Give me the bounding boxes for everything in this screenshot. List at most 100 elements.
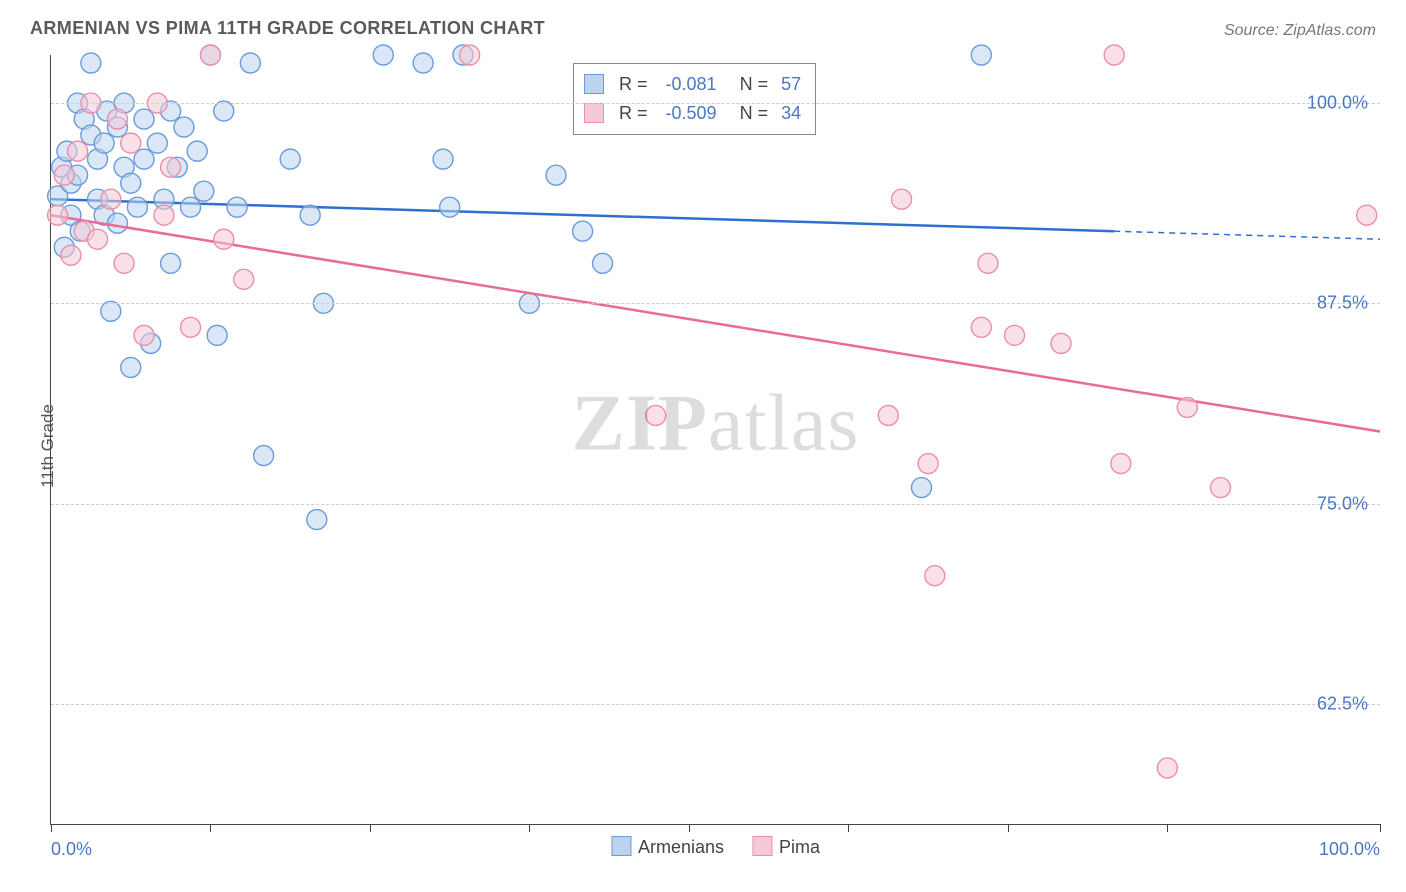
regression-line-dashed-armenians [1114,231,1380,239]
gridline [51,103,1380,104]
scatter-point-armenians [94,133,114,153]
chart-svg [51,55,1380,824]
scatter-point-pima [134,325,154,345]
y-tick-label: 100.0% [1307,93,1368,114]
x-tick [1008,824,1009,832]
scatter-point-pima [1211,478,1231,498]
scatter-point-armenians [300,205,320,225]
chart-plot-area: ZIPatlas R = -0.081 N = 57R = -0.509 N =… [50,55,1380,825]
correlation-row: R = -0.081 N = 57 [584,70,801,99]
scatter-point-armenians [911,478,931,498]
scatter-point-armenians [134,109,154,129]
n-value: 57 [781,70,801,99]
scatter-point-pima [88,229,108,249]
scatter-point-armenians [307,510,327,530]
y-tick-label: 62.5% [1317,693,1368,714]
x-tick [1380,824,1381,832]
scatter-point-armenians [413,53,433,73]
scatter-point-pima [234,269,254,289]
scatter-point-pima [1104,45,1124,65]
scatter-point-armenians [433,149,453,169]
scatter-point-armenians [107,213,127,233]
y-tick-label: 87.5% [1317,293,1368,314]
r-value: -0.081 [666,70,717,99]
legend-swatch [584,74,604,94]
gridline [51,704,1380,705]
scatter-point-armenians [134,149,154,169]
scatter-point-armenians [121,357,141,377]
scatter-point-pima [971,317,991,337]
scatter-point-pima [181,317,201,337]
scatter-point-armenians [440,197,460,217]
legend-swatch [584,103,604,123]
n-label: N = [725,70,774,99]
x-tick [689,824,690,832]
scatter-point-pima [1051,333,1071,353]
scatter-point-pima [1357,205,1377,225]
scatter-point-pima [1157,758,1177,778]
scatter-point-armenians [254,446,274,466]
scatter-point-pima [1177,397,1197,417]
legend-swatch [752,836,772,856]
x-tick [51,824,52,832]
x-tick [370,824,371,832]
scatter-point-armenians [240,53,260,73]
scatter-point-pima [107,109,127,129]
scatter-point-pima [646,405,666,425]
scatter-point-pima [101,189,121,209]
scatter-point-pima [114,253,134,273]
legend-label: Pima [779,837,820,857]
scatter-point-armenians [214,101,234,121]
legend-swatch [611,836,631,856]
x-tick [210,824,211,832]
scatter-point-armenians [101,301,121,321]
scatter-point-armenians [181,197,201,217]
scatter-point-armenians [121,173,141,193]
scatter-point-armenians [174,117,194,137]
scatter-point-pima [68,141,88,161]
scatter-point-pima [460,45,480,65]
regression-line-pima [51,215,1380,431]
gridline [51,303,1380,304]
x-tick [1167,824,1168,832]
scatter-point-armenians [227,197,247,217]
y-tick-label: 75.0% [1317,493,1368,514]
scatter-point-armenians [187,141,207,161]
scatter-point-armenians [127,197,147,217]
scatter-point-armenians [147,133,167,153]
scatter-point-armenians [280,149,300,169]
scatter-point-armenians [573,221,593,241]
legend-label: Armenians [638,837,724,857]
scatter-point-pima [978,253,998,273]
scatter-point-armenians [207,325,227,345]
legend-item: Armenians [611,836,724,858]
x-tick [529,824,530,832]
scatter-point-pima [1005,325,1025,345]
scatter-point-armenians [971,45,991,65]
scatter-point-pima [161,157,181,177]
x-tick [848,824,849,832]
scatter-point-armenians [161,253,181,273]
scatter-point-pima [61,245,81,265]
r-label: R = [619,70,658,99]
scatter-point-armenians [546,165,566,185]
source-label: Source: ZipAtlas.com [1224,22,1376,40]
scatter-point-pima [918,454,938,474]
scatter-point-pima [154,205,174,225]
scatter-point-pima [925,566,945,586]
x-axis-min-label: 0.0% [51,839,92,860]
scatter-point-pima [214,229,234,249]
scatter-point-armenians [81,53,101,73]
x-axis-max-label: 100.0% [1319,839,1380,860]
scatter-point-pima [1111,454,1131,474]
scatter-point-pima [121,133,141,153]
correlation-legend-box: R = -0.081 N = 57R = -0.509 N = 34 [573,63,816,135]
legend-bottom: Armenians Pima [611,836,820,858]
scatter-point-pima [200,45,220,65]
chart-title: ARMENIAN VS PIMA 11TH GRADE CORRELATION … [30,18,545,39]
scatter-point-pima [892,189,912,209]
gridline [51,504,1380,505]
legend-item: Pima [752,836,820,858]
scatter-point-armenians [593,253,613,273]
scatter-point-pima [48,205,68,225]
